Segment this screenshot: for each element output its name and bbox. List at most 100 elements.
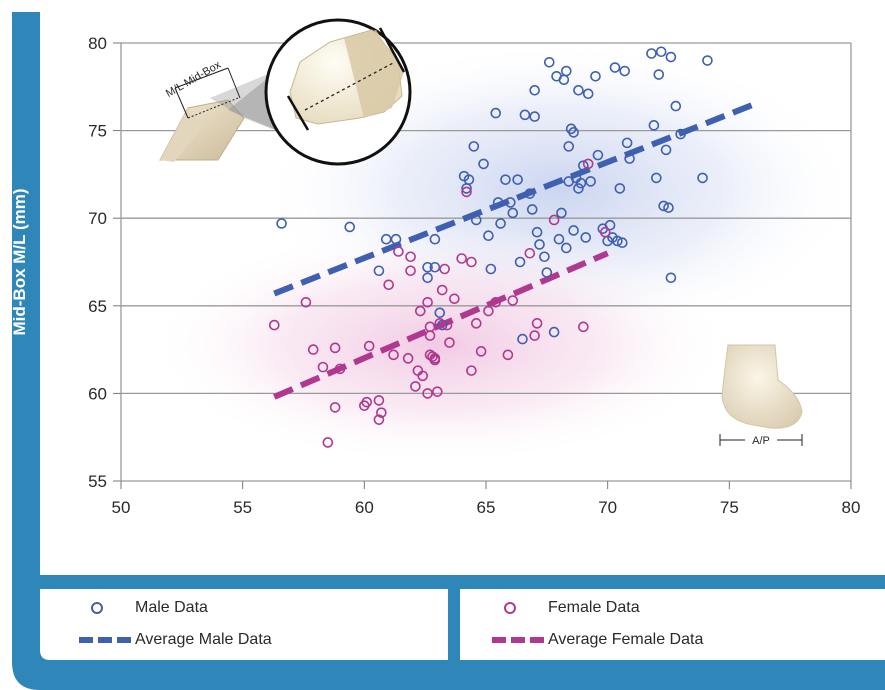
male-point: [655, 46, 667, 58]
female-point: [441, 319, 453, 331]
female-point: [373, 414, 385, 425]
y-tick-label: 55: [88, 472, 107, 491]
y-tick-label: 60: [88, 384, 107, 403]
male-point: [624, 153, 635, 164]
male-point: [665, 51, 677, 63]
male-point: [276, 218, 287, 229]
y-tick-label: 75: [88, 122, 107, 141]
male-point: [485, 263, 497, 275]
female-point: [599, 226, 611, 238]
male-point: [517, 333, 528, 345]
male-point: [568, 127, 579, 138]
x-tick-labels: 50 55 60 65 70 75 80: [112, 498, 861, 517]
male-point: [468, 141, 480, 152]
male-point: [373, 265, 385, 277]
female-point: [388, 349, 399, 361]
data-points: [268, 46, 713, 448]
female-point: [376, 407, 387, 418]
female-point: [414, 305, 426, 317]
female-point: [363, 340, 375, 352]
trend-lines: [273, 99, 760, 400]
male-point: [541, 267, 553, 278]
male-point: [614, 183, 626, 194]
male-point: [539, 251, 550, 263]
male-point: [390, 233, 402, 245]
male-point: [560, 242, 572, 254]
female-point: [444, 337, 455, 348]
male-point: [648, 120, 660, 131]
male-point: [619, 65, 631, 77]
male-point: [604, 219, 616, 231]
male-point: [470, 214, 482, 226]
male-point: [580, 232, 592, 243]
magnifier-circle: [264, 18, 412, 166]
female-point: [434, 318, 446, 329]
y-tick-label: 70: [88, 209, 107, 228]
female-point: [432, 386, 443, 397]
male-point: [575, 177, 587, 189]
male-point: [556, 207, 567, 219]
legend-label-average-male: Average Male Data: [135, 631, 272, 648]
male-point: [658, 200, 669, 212]
average-female-data-line: [273, 250, 609, 400]
male-point: [702, 55, 713, 66]
female-point: [405, 265, 416, 277]
legend-item-male-data: Male Data: [75, 598, 208, 618]
x-tick-label: 50: [112, 498, 131, 517]
female-point: [334, 363, 346, 375]
x-tick-label: 80: [842, 498, 861, 517]
male-point: [585, 176, 596, 187]
male-point: [609, 62, 621, 73]
male-point: [553, 233, 565, 245]
legend-item-average-male: Average Male Data: [75, 630, 272, 650]
male-point: [478, 158, 489, 170]
ap-bone-illustration: [719, 344, 803, 446]
female-point: [456, 253, 467, 264]
female-point: [449, 293, 460, 305]
ap-annotation: A/P: [752, 435, 770, 447]
female-point: [422, 296, 433, 308]
female-point: [317, 361, 329, 373]
male-point: [578, 160, 589, 171]
male-point: [483, 230, 494, 242]
female-point: [300, 296, 312, 308]
female-point: [475, 346, 487, 357]
legend-item-female-data: Female Data: [488, 598, 640, 618]
male-point: [495, 218, 506, 229]
y-tick-labels: 55 60 65 70 75 80: [88, 34, 107, 491]
female-point: [268, 319, 280, 331]
male-point: [505, 197, 516, 208]
y-tick-label: 80: [88, 34, 107, 53]
x-tick-label: 65: [477, 498, 496, 517]
female-point: [524, 247, 536, 259]
female-point: [490, 296, 502, 308]
midbox-annotation: M/L Mid-Box: [164, 59, 224, 100]
female-point: [322, 437, 334, 448]
male-point: [653, 69, 665, 80]
female-point: [436, 284, 448, 296]
male-point: [697, 172, 708, 184]
female-point: [429, 353, 441, 364]
male-point: [490, 107, 502, 119]
female-point: [410, 381, 421, 392]
male-point: [463, 174, 475, 185]
female-point: [383, 279, 394, 291]
frame-separator: [40, 575, 885, 589]
female-point: [373, 395, 385, 406]
male-point: [560, 65, 572, 77]
female-point: [393, 246, 404, 257]
female-point: [531, 318, 543, 329]
male-point: [514, 256, 526, 268]
male-point: [529, 85, 540, 96]
male-point: [621, 137, 633, 149]
female-point: [507, 295, 519, 306]
male-point: [582, 88, 594, 100]
y-axis-label: Mid-Box M/L (mm): [10, 188, 29, 335]
female-point: [466, 256, 477, 268]
female-point: [529, 330, 540, 341]
female-glow: [150, 225, 730, 465]
legend-divider: [448, 589, 460, 660]
male-point: [675, 128, 686, 140]
x-tick-label: 60: [355, 498, 374, 517]
